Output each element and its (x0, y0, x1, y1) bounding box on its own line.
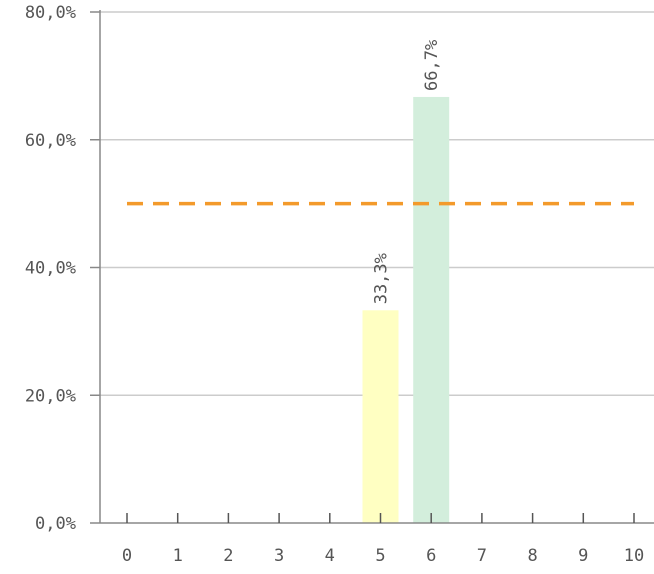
bars (362, 96, 450, 524)
x-tick-label: 2 (223, 546, 233, 566)
y-tick-label: 40,0% (25, 259, 76, 279)
x-tick-label: 0 (122, 546, 132, 566)
x-tick-label: 10 (624, 546, 644, 566)
x-tick-label: 4 (325, 546, 335, 566)
bar (362, 310, 399, 523)
x-tick-label: 3 (274, 546, 284, 566)
y-tick-label: 60,0% (25, 131, 76, 151)
bar (413, 96, 450, 524)
y-tick-label: 0,0% (35, 514, 76, 534)
y-tick-label: 20,0% (25, 386, 76, 406)
x-tick-label: 1 (173, 546, 183, 566)
data-label: 33,3% (372, 253, 392, 304)
x-tick-label: 5 (375, 546, 385, 566)
labels: 0,0% 20,0% 40,0% 60,0% 80,0% 0 1 2 3 4 33,3% 5 66,7%… (25, 3, 644, 566)
x-tick-label: 7 (477, 546, 487, 566)
data-label: 66,7% (422, 40, 442, 91)
y-tick-label: 80,0% (25, 3, 76, 23)
x-tick-label: 6 (426, 546, 436, 566)
axes (90, 10, 654, 524)
x-tick-label: 8 (527, 546, 537, 566)
x-tick-label: 9 (578, 546, 588, 566)
